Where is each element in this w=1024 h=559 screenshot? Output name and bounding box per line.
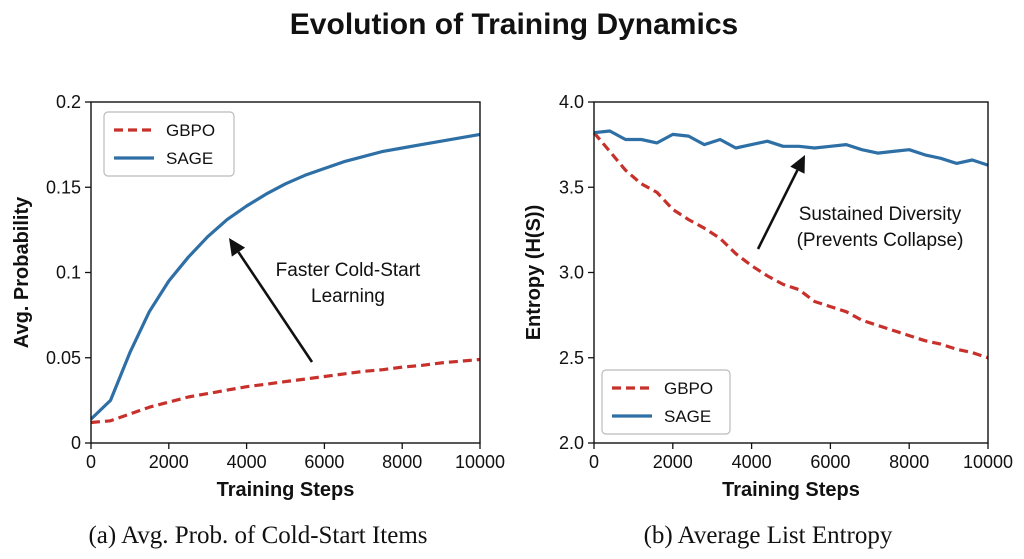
y-tick-label: 0.2 bbox=[56, 92, 81, 112]
annotation-text: (Prevents Collapse) bbox=[797, 230, 964, 251]
y-tick-label: 3.5 bbox=[559, 177, 584, 197]
series-line-sage bbox=[89, 132, 481, 421]
y-axis-label: Entropy (H(S)) bbox=[523, 205, 545, 341]
annotation-arrow bbox=[237, 251, 314, 363]
y-tick-label: 4.0 bbox=[559, 92, 584, 112]
panel-caption: (b) Average List Entropy bbox=[644, 522, 893, 549]
y-tick-label: 2.5 bbox=[559, 348, 584, 368]
y-tick-label: 0.05 bbox=[46, 348, 81, 368]
x-tick-label: 10000 bbox=[455, 452, 505, 472]
y-tick-label: 3.0 bbox=[559, 263, 584, 283]
panel-b: 0 2000 4000 6000 8000 10000 2.0 2.5 3.0 3.5 4.0 Tra… bbox=[523, 92, 1013, 549]
x-tick-label: 0 bbox=[589, 452, 599, 472]
x-tick-label: 4000 bbox=[732, 452, 772, 472]
x-tick-label: 8000 bbox=[382, 452, 422, 472]
legend-box bbox=[103, 111, 235, 177]
x-tick-label: 4000 bbox=[227, 452, 267, 472]
y-tick-label: 0.1 bbox=[56, 263, 81, 283]
panel-caption: (a) Avg. Prob. of Cold-Start Items bbox=[88, 522, 427, 549]
annotation-text: Sustained Diversity bbox=[799, 204, 962, 225]
legend-label-sage: SAGE bbox=[166, 149, 213, 168]
series-line-sage bbox=[593, 129, 989, 167]
x-tick-label: 6000 bbox=[304, 452, 344, 472]
legend-box bbox=[601, 369, 731, 435]
y-axis-label: Avg. Probability bbox=[11, 196, 33, 348]
x-tick-label: 2000 bbox=[653, 452, 693, 472]
y-tick-label: 0 bbox=[71, 433, 81, 453]
annotation-text: Learning bbox=[311, 286, 385, 307]
y-tick-label: 0.15 bbox=[46, 177, 81, 197]
x-tick-label: 2000 bbox=[149, 452, 189, 472]
y-tick-label: 2.0 bbox=[559, 433, 584, 453]
legend-label-gbpo: GBPO bbox=[664, 379, 713, 398]
annotation-text: Faster Cold-Start bbox=[276, 260, 421, 281]
annotation-arrow bbox=[756, 169, 799, 250]
x-axis-label: Training Steps bbox=[217, 479, 355, 501]
figure-title: Evolution of Training Dynamics bbox=[290, 8, 738, 41]
x-axis-label: Training Steps bbox=[722, 479, 860, 501]
series-line-gbpo bbox=[592, 131, 989, 360]
legend-label-sage: SAGE bbox=[664, 407, 711, 426]
legend-label-gbpo: GBPO bbox=[166, 121, 215, 140]
panel-a: 0 2000 4000 6000 8000 10000 0 0.05 0.1 0.15 0.2 Tra… bbox=[11, 92, 505, 549]
series-line-gbpo bbox=[90, 357, 481, 425]
x-tick-label: 8000 bbox=[889, 452, 929, 472]
x-tick-label: 10000 bbox=[963, 452, 1013, 472]
x-tick-label: 0 bbox=[86, 452, 96, 472]
annotation-arrow-head bbox=[790, 155, 805, 174]
annotation-arrow-head bbox=[229, 238, 246, 257]
x-tick-label: 6000 bbox=[810, 452, 850, 472]
